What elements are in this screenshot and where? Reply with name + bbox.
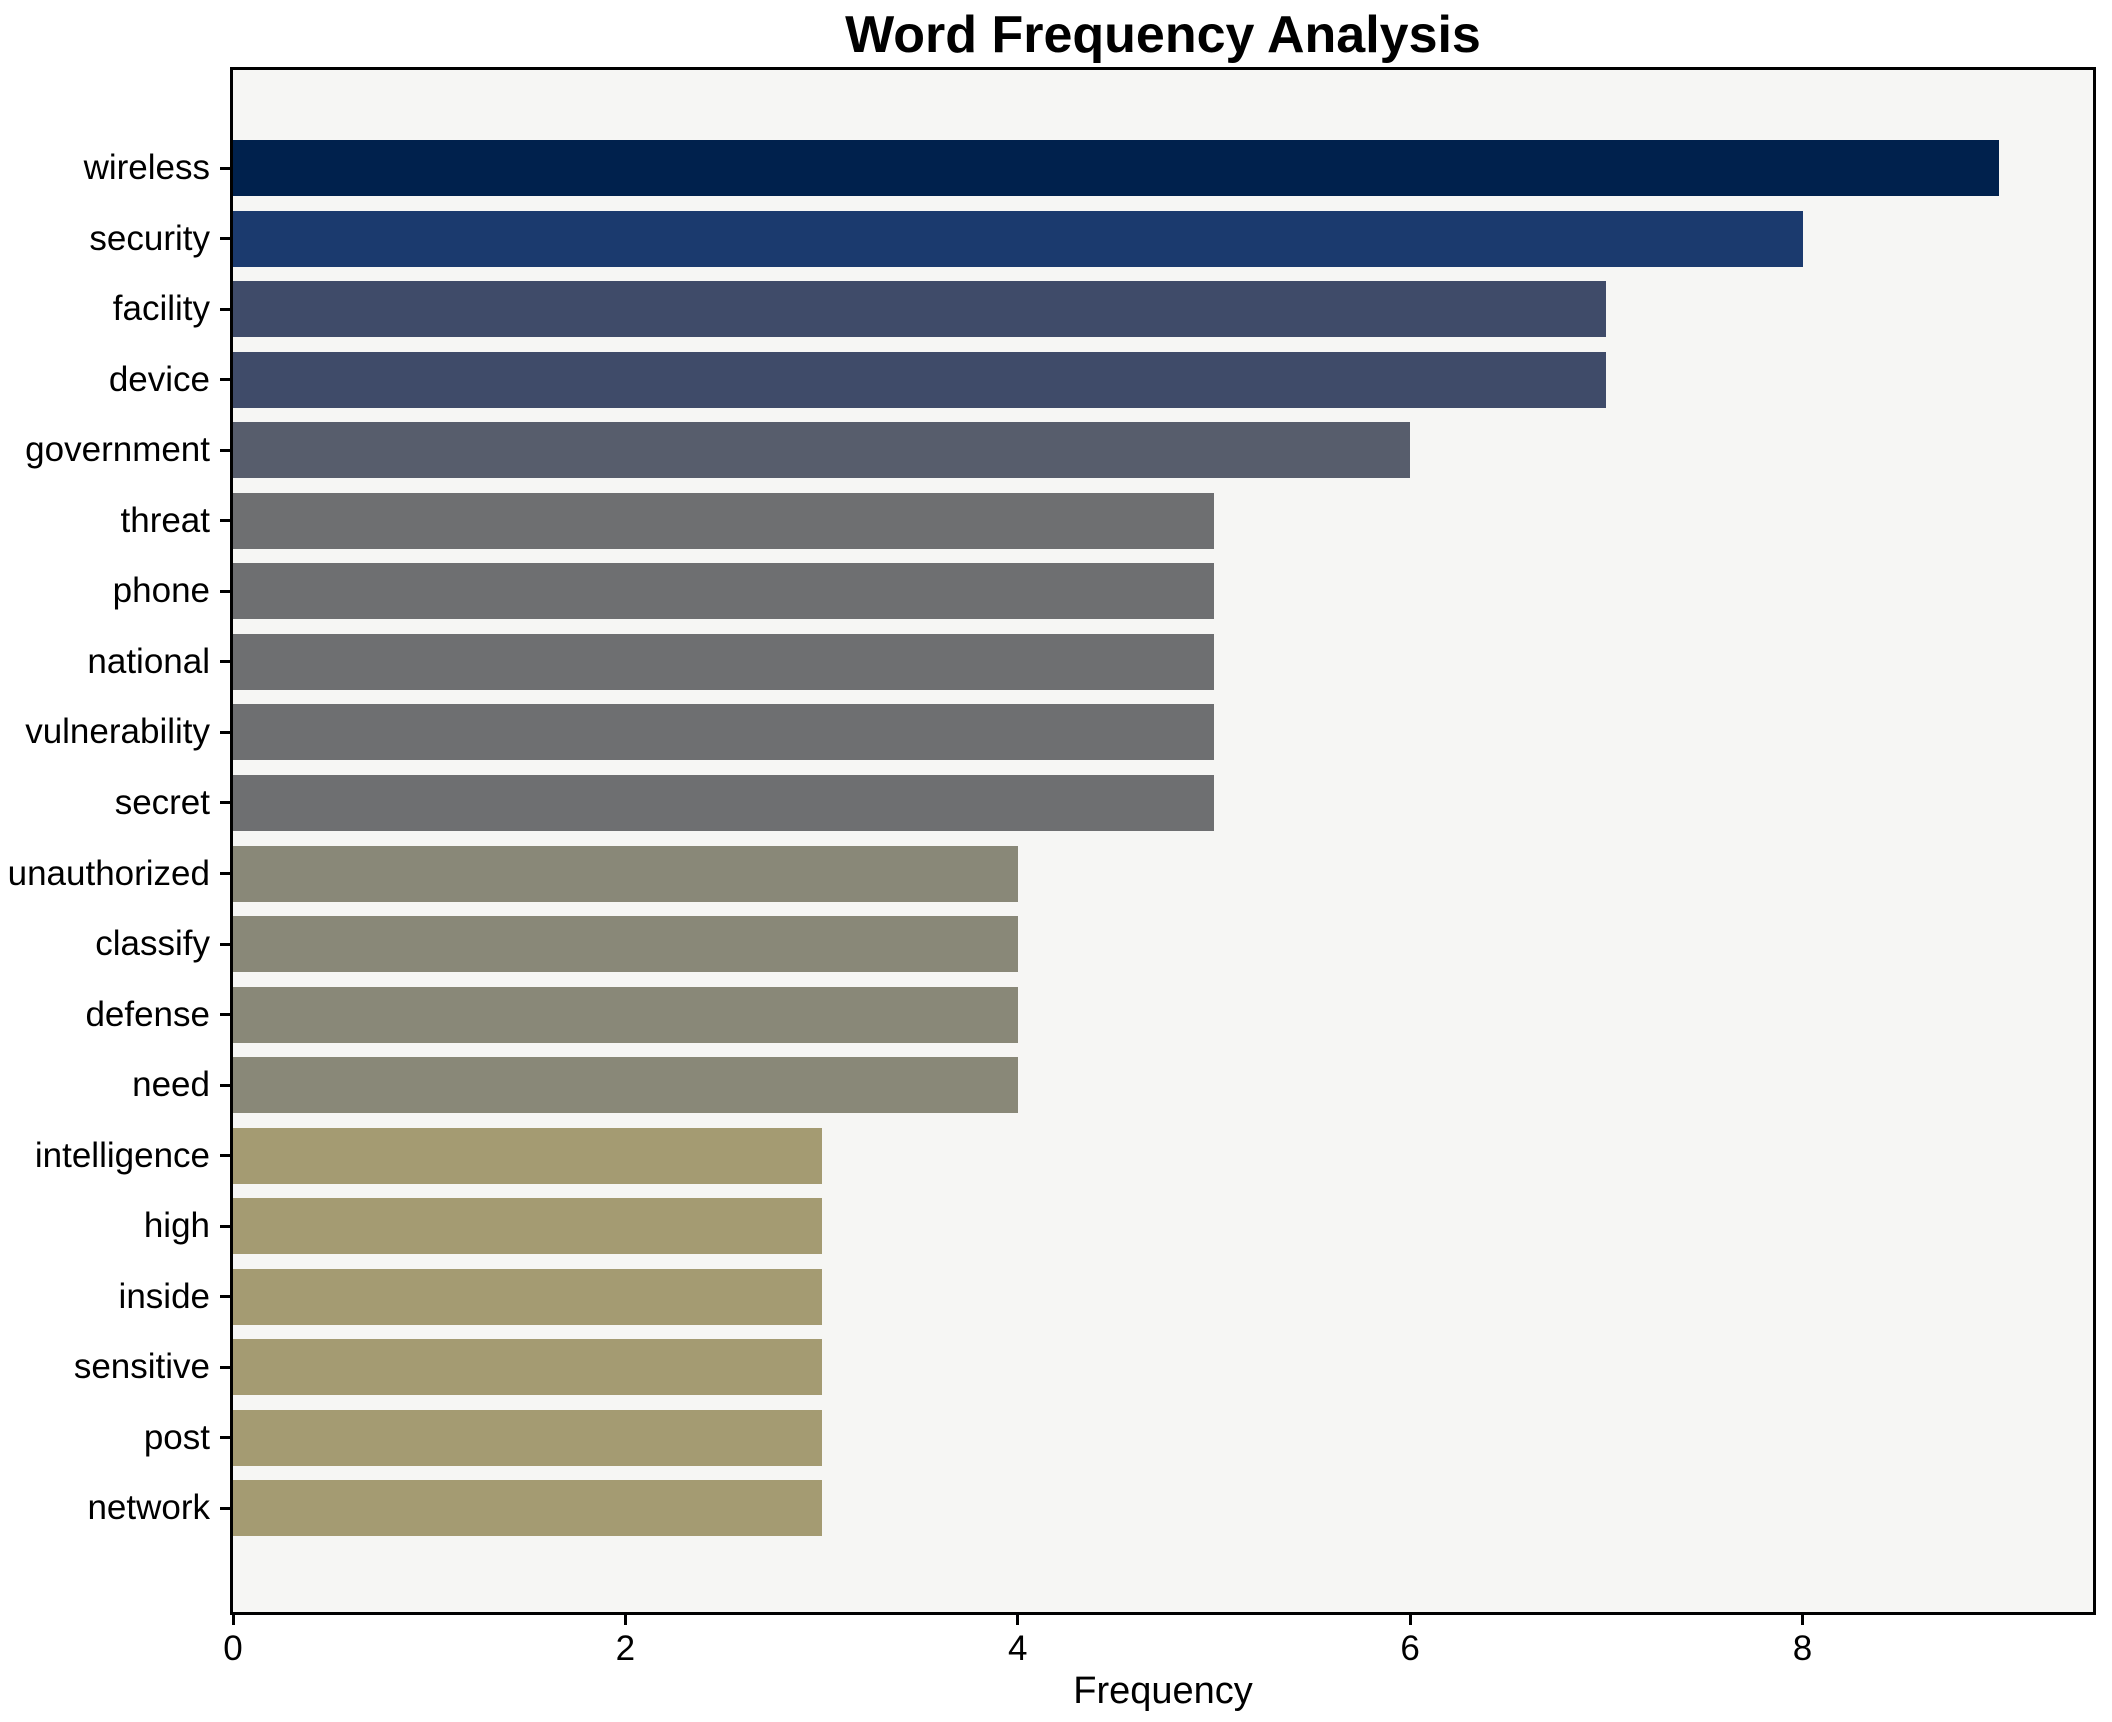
y-tick-label-government: government	[25, 430, 210, 470]
x-tick-mark	[231, 1615, 235, 1625]
y-tick-label-national: national	[87, 641, 210, 681]
chart-title: Word Frequency Analysis	[845, 6, 1481, 64]
x-axis-label: Frequency	[1073, 1670, 1253, 1712]
y-tick-label-post: post	[143, 1417, 210, 1457]
x-tick-mark	[1016, 1615, 1020, 1625]
x-tick-label-6: 6	[1400, 1629, 1420, 1668]
y-tick-label-threat: threat	[120, 500, 211, 540]
y-tick-mark	[220, 1506, 230, 1510]
plot-area: Frequency wireless security facility device…	[8, 67, 2096, 1712]
bar-high	[233, 1198, 822, 1255]
x-tick-mark	[1408, 1615, 1412, 1625]
y-tick-label-need: need	[132, 1065, 210, 1105]
bar-inside	[233, 1268, 822, 1325]
bar-facility	[233, 281, 1607, 338]
bar-government	[233, 422, 1411, 479]
bar-need	[233, 1057, 1018, 1114]
y-tick-mark	[220, 448, 230, 452]
x-tick-label-0: 0	[223, 1629, 243, 1668]
x-tick-mark	[623, 1615, 627, 1625]
y-tick-mark	[220, 1154, 230, 1158]
y-tick-mark	[220, 166, 230, 170]
y-tick-label-defense: defense	[85, 994, 210, 1034]
y-tick-label-classify: classify	[95, 924, 210, 964]
y-tick-label-phone: phone	[112, 571, 210, 611]
y-tick-mark	[220, 942, 230, 946]
bar-intelligence	[233, 1127, 822, 1184]
bar-secret	[233, 774, 1214, 831]
bar-classify	[233, 916, 1018, 973]
x-tick-label-2: 2	[615, 1629, 636, 1668]
y-tick-mark	[220, 1365, 230, 1369]
y-tick-label-device: device	[108, 359, 210, 399]
y-tick-mark	[220, 307, 230, 311]
bar-sensitive	[233, 1339, 822, 1396]
bar-wireless	[233, 140, 1999, 196]
y-tick-mark	[220, 237, 230, 241]
y-tick-label-security: security	[89, 218, 210, 258]
y-tick-label-network: network	[87, 1488, 210, 1528]
bar-network	[233, 1480, 822, 1537]
y-tick-mark	[220, 801, 230, 805]
bar-defense	[233, 986, 1018, 1043]
bar-post	[233, 1409, 822, 1466]
bar-security	[233, 210, 1803, 267]
bar-device	[233, 351, 1607, 408]
y-tick-label-facility: facility	[112, 289, 210, 329]
y-tick-label-unauthorized: unauthorized	[7, 853, 210, 893]
y-tick-mark	[220, 1083, 230, 1087]
y-tick-label-intelligence: intelligence	[34, 1135, 210, 1175]
bar-national	[233, 633, 1214, 690]
y-tick-mark	[220, 589, 230, 593]
x-tick-label-8: 8	[1792, 1629, 1813, 1668]
y-tick-label-wireless: wireless	[83, 148, 210, 187]
y-tick-mark	[220, 519, 230, 523]
y-tick-mark	[220, 872, 230, 875]
y-tick-label-inside: inside	[118, 1276, 210, 1316]
bar-vulnerability	[233, 704, 1214, 761]
y-tick-mark	[220, 1013, 230, 1017]
bar-phone	[233, 563, 1214, 620]
x-tick-label-4: 4	[1008, 1629, 1028, 1668]
y-tick-mark	[220, 1436, 230, 1440]
y-tick-label-high: high	[143, 1206, 210, 1246]
y-tick-mark	[220, 378, 230, 382]
y-tick-label-sensitive: sensitive	[73, 1347, 210, 1387]
y-tick-label-vulnerability: vulnerability	[25, 712, 210, 752]
y-tick-label-secret: secret	[114, 782, 210, 822]
x-tick-mark	[1801, 1615, 1805, 1625]
y-tick-mark	[220, 1295, 230, 1299]
y-tick-mark	[220, 1224, 230, 1228]
y-tick-mark	[220, 660, 230, 664]
y-tick-mark	[220, 730, 230, 734]
bar-threat	[233, 492, 1214, 549]
bar-unauthorized	[233, 845, 1018, 902]
